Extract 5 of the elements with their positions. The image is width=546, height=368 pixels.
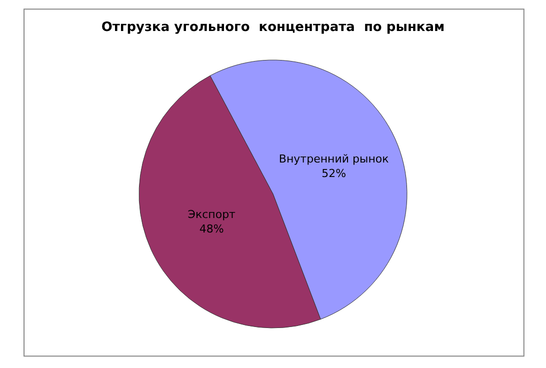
slice-label: Внутренний рынок — [278, 152, 390, 166]
slice-label: Экспорт — [188, 208, 236, 222]
data-label: 48% — [199, 222, 224, 236]
data-label: 52% — [322, 166, 346, 180]
chart-title: Отгрузка угольного концентрата по рынкам — [101, 20, 445, 36]
